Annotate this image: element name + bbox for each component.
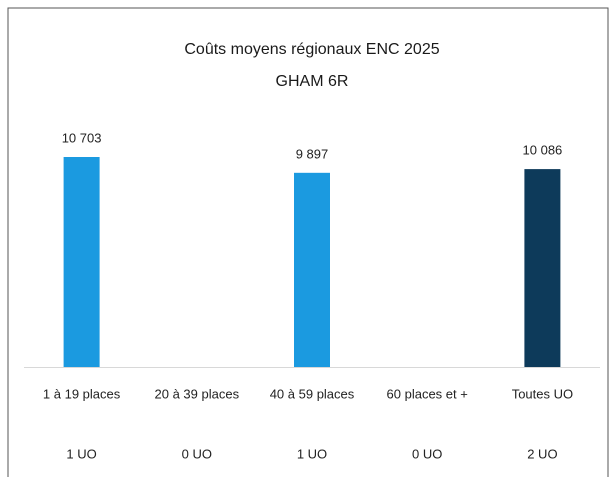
bar: [63, 157, 100, 367]
unit-count-label: 0 UO: [412, 446, 442, 461]
x-tick-label: 20 à 39 places: [155, 386, 240, 401]
unit-count-label: 0 UO: [182, 446, 212, 461]
value-label: 10 703: [62, 130, 102, 145]
x-tick-label: 1 à 19 places: [43, 386, 121, 401]
x-tick-label: 60 places et +: [387, 386, 468, 401]
bar: [524, 169, 561, 367]
value-label: 10 086: [523, 143, 563, 158]
chart-subtitle: GHAM 6R: [276, 73, 349, 90]
chart-frame: [7, 7, 609, 477]
value-label: 9 897: [296, 146, 329, 161]
x-tick-label: Toutes UO: [512, 386, 573, 401]
unit-count-label: 1 UO: [66, 446, 96, 461]
unit-count-label: 1 UO: [297, 446, 327, 461]
bar: [294, 172, 330, 367]
chart-title: Coûts moyens régionaux ENC 2025: [184, 41, 439, 58]
unit-count-label: 2 UO: [527, 446, 557, 461]
x-tick-label: 40 à 59 places: [270, 386, 355, 401]
